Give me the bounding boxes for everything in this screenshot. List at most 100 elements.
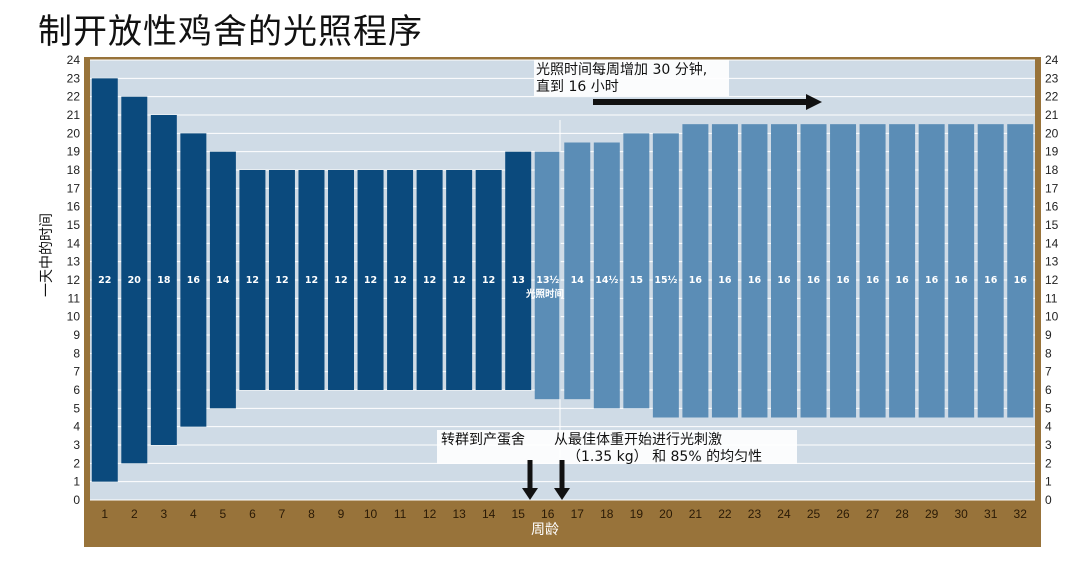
y-tick-label-right: 13	[1045, 255, 1059, 269]
bar-value-label: 16	[955, 275, 969, 286]
annotation-transfer: 转群到产蛋舍	[441, 432, 525, 448]
y-tick-label-left: 9	[73, 328, 80, 342]
bar-week-26	[830, 124, 857, 418]
y-tick-label-right: 9	[1045, 328, 1052, 342]
bar-value-label: 16	[807, 275, 821, 286]
bar-week-4	[180, 133, 207, 427]
x-tick-label: 13	[452, 507, 466, 521]
bar-week-25	[800, 124, 827, 418]
bar-value-label: 12	[482, 275, 495, 286]
down-arrow-icon-15	[522, 488, 538, 500]
y-tick-label-left: 10	[67, 310, 81, 324]
x-tick-label: 2	[131, 507, 138, 521]
bar-week-13	[446, 170, 473, 390]
x-tick-label: 31	[984, 507, 998, 521]
bar-value-label: 13½	[536, 275, 559, 286]
bar-week-14	[475, 170, 502, 390]
y-tick-label-left: 14	[67, 236, 81, 250]
y-tick-label-left: 15	[67, 218, 81, 232]
y-tick-label-right: 19	[1045, 145, 1059, 159]
y-tick-label-right: 16	[1045, 200, 1059, 214]
x-axis: 1 2 3 4 5 6 7 8 9 10 11 12 13 14 15 16 17 18 19 20 21 22 23 24 2…	[101, 507, 1027, 521]
bar-week-5	[209, 151, 236, 409]
bar-value-label: 12	[275, 275, 288, 286]
x-tick-label: 32	[1014, 507, 1028, 521]
down-arrow-icon-16	[554, 488, 570, 500]
y-tick-label-left: 23	[67, 71, 81, 85]
bar-value-label: 20	[128, 275, 142, 286]
x-tick-label: 30	[954, 507, 968, 521]
bar-value-label: 16	[836, 275, 850, 286]
page-title: 制开放性鸡舍的光照程序	[38, 12, 423, 52]
bar-value-label: 16	[718, 275, 732, 286]
y-tick-label-left: 24	[67, 53, 81, 67]
y-tick-label-left: 2	[73, 456, 80, 470]
y-tick-label-right: 3	[1045, 438, 1052, 452]
bar-week-16	[534, 151, 561, 400]
x-axis-label: 周龄	[531, 522, 559, 538]
y-tick-label-right: 15	[1045, 218, 1059, 232]
bar-value-label: 12	[334, 275, 347, 286]
bar-week-29	[918, 124, 945, 418]
y-tick-label-right: 0	[1045, 493, 1052, 507]
bar-value-label: 16	[187, 275, 201, 286]
x-tick-label: 22	[718, 507, 732, 521]
bar-week-2	[121, 96, 148, 464]
x-tick-label: 28	[895, 507, 909, 521]
right-arrow-icon	[806, 94, 822, 110]
bar-week-12	[416, 170, 443, 390]
x-tick-label: 3	[160, 507, 167, 521]
x-tick-label: 23	[748, 507, 762, 521]
bar-value-label: 12	[246, 275, 259, 286]
bars-group	[91, 78, 1034, 482]
bar-week-6	[239, 170, 266, 390]
y-tick-label-right: 2	[1045, 456, 1052, 470]
bar-week-11	[387, 170, 414, 390]
y-tick-label-right: 17	[1045, 181, 1059, 195]
x-tick-label: 26	[836, 507, 850, 521]
bar-week-9	[328, 170, 355, 390]
y-tick-label-right: 6	[1045, 383, 1052, 397]
bar-week-23	[741, 124, 768, 418]
bar-value-label: 16	[866, 275, 880, 286]
x-tick-label: 25	[807, 507, 821, 521]
x-tick-label: 27	[866, 507, 880, 521]
y-tick-label-left: 11	[68, 291, 81, 305]
y-tick-label-right: 11	[1045, 291, 1058, 305]
bar-week-10	[357, 170, 384, 390]
bar-week-24	[770, 124, 797, 418]
y-tick-label-left: 4	[73, 420, 80, 434]
y-tick-label-right: 8	[1045, 346, 1052, 360]
bar-value-label: 12	[305, 275, 318, 286]
x-tick-label: 14	[482, 507, 496, 521]
bar-week-27	[859, 124, 886, 418]
y-tick-label-left: 7	[73, 365, 80, 379]
bar-value-label: 16	[748, 275, 762, 286]
bar-week-1	[91, 78, 118, 482]
x-tick-label: 24	[777, 507, 791, 521]
y-tick-label-right: 10	[1045, 310, 1059, 324]
bar-value-label: 13	[512, 275, 525, 286]
x-tick-label: 4	[190, 507, 197, 521]
bar-value-label: 15	[630, 275, 643, 286]
x-tick-label: 17	[571, 507, 585, 521]
y-tick-label-left: 3	[73, 438, 80, 452]
x-tick-label: 16	[541, 507, 555, 521]
bar-value-label: 16	[777, 275, 791, 286]
bar-value-label: 16	[895, 275, 909, 286]
bar-week-3	[150, 115, 177, 445]
x-tick-label: 15	[512, 507, 526, 521]
y-tick-label-left: 5	[73, 401, 80, 415]
bar-week-18	[593, 142, 620, 409]
y-tick-label-right: 4	[1045, 420, 1052, 434]
bar-value-label: 16	[984, 275, 998, 286]
annotation-top-line1: 光照时间每周增加 30 分钟,	[536, 61, 707, 78]
x-tick-label: 29	[925, 507, 939, 521]
bar-value-label: 12	[453, 275, 466, 286]
x-tick-label: 9	[338, 507, 345, 521]
bar-value-label: 14½	[595, 275, 618, 286]
bar-week-8	[298, 170, 325, 390]
